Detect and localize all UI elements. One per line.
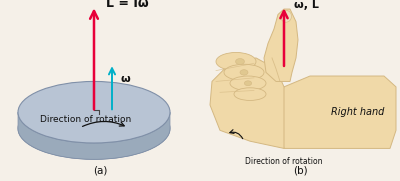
Text: Direction of rotation: Direction of rotation — [40, 115, 132, 124]
Ellipse shape — [230, 76, 266, 90]
Polygon shape — [276, 76, 396, 148]
Text: L = Iω: L = Iω — [106, 0, 149, 10]
Ellipse shape — [236, 58, 244, 65]
Text: ω, L: ω, L — [294, 0, 319, 10]
Text: Direction of rotation: Direction of rotation — [245, 157, 323, 167]
Text: ω: ω — [120, 74, 130, 84]
Ellipse shape — [224, 64, 264, 81]
Text: (b): (b) — [293, 166, 307, 176]
Polygon shape — [210, 58, 284, 148]
Ellipse shape — [240, 70, 248, 75]
Ellipse shape — [18, 81, 170, 143]
Text: Right hand: Right hand — [331, 107, 384, 117]
Polygon shape — [264, 9, 298, 81]
Ellipse shape — [280, 10, 292, 22]
Ellipse shape — [18, 98, 170, 159]
Ellipse shape — [234, 88, 266, 100]
Ellipse shape — [216, 52, 256, 71]
Text: (a): (a) — [93, 166, 107, 176]
Polygon shape — [18, 112, 170, 159]
Ellipse shape — [244, 81, 252, 86]
